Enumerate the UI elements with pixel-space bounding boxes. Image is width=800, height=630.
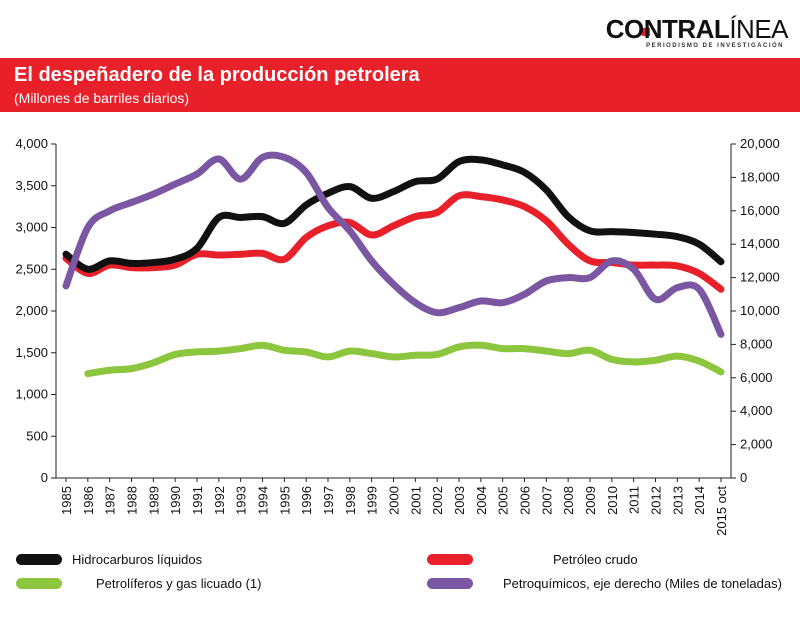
- right-tick-label: 8,000: [740, 336, 773, 351]
- x-tick-label: 2002: [430, 486, 445, 515]
- x-tick-label: 2012: [649, 486, 664, 515]
- legend-item-hidrocarburos: Hidrocarburos líquidos: [16, 552, 202, 567]
- x-tick-label: 2008: [561, 486, 576, 515]
- right-tick-label: 20,000: [740, 136, 780, 151]
- legend-swatch-crudo: [427, 554, 473, 565]
- x-tick-label: 2003: [452, 486, 467, 515]
- legend-label-petroliferos: Petrolíferos y gas licuado (1): [96, 576, 262, 591]
- chart-subtitle: (Millones de barriles diarios): [14, 90, 190, 106]
- legend-item-petroquimicos: Petroquímicos, eje derecho (Miles de ton…: [427, 576, 782, 591]
- right-tick-label: 16,000: [740, 203, 780, 218]
- x-tick-label: 2010: [605, 486, 620, 515]
- logo-bold-part: CONTRAL: [605, 14, 730, 44]
- legend-swatch-petroquimicos: [427, 578, 473, 589]
- left-tick-label: 3,000: [15, 220, 48, 235]
- title-banner: El despeñadero de la producción petroler…: [0, 58, 800, 112]
- x-tick-label: 2001: [408, 486, 423, 515]
- legend-swatch-petroliferos: [16, 578, 62, 589]
- series-line-3: [62, 151, 725, 338]
- x-tick-label: 1985: [59, 486, 74, 515]
- legend-label-petroquimicos: Petroquímicos, eje derecho (Miles de ton…: [503, 576, 782, 591]
- x-tick-label: 1992: [212, 486, 227, 515]
- left-tick-label: 1,000: [15, 387, 48, 402]
- legend-item-petroliferos: Petrolíferos y gas licuado (1): [16, 576, 261, 591]
- legend-label-hidrocarburos: Hidrocarburos líquidos: [72, 552, 203, 567]
- x-tick-label: 2014: [692, 486, 707, 515]
- right-tick-label: 10,000: [740, 303, 780, 318]
- x-tick-label: 2004: [474, 486, 489, 515]
- x-tick-label: 1998: [343, 486, 358, 515]
- x-tick-label: 2015 oct: [714, 486, 729, 536]
- logo-mark-icon: [642, 28, 650, 36]
- x-tick-label: 2000: [387, 486, 402, 515]
- x-tick-label: 2006: [518, 486, 533, 515]
- logo-wordmark: CONTRALÍNEA: [605, 14, 789, 45]
- left-tick-label: 500: [26, 428, 48, 443]
- x-tick-label: 1997: [321, 486, 336, 515]
- chart-title: El despeñadero de la producción petroler…: [14, 64, 420, 86]
- logo-tagline: PERIODISMO DE INVESTIGACIÓN: [646, 43, 784, 49]
- x-tick-label: 2013: [670, 486, 685, 515]
- series-line-0: [62, 155, 725, 273]
- x-tick-label: 2005: [496, 486, 511, 515]
- chart-legend: Hidrocarburos líquidos Petróleo crudo Pe…: [0, 540, 800, 630]
- legend-item-crudo: Petróleo crudo: [427, 552, 638, 567]
- legend-label-crudo: Petróleo crudo: [553, 552, 638, 567]
- x-tick-label: 1991: [190, 486, 205, 515]
- x-tick-label: 1988: [125, 486, 140, 515]
- left-tick-label: 3,500: [15, 178, 48, 193]
- right-tick-label: 2,000: [740, 437, 773, 452]
- right-tick-label: 4,000: [740, 403, 773, 418]
- left-tick-label: 2,000: [15, 303, 48, 318]
- x-tick-label: 2007: [539, 486, 554, 515]
- x-tick-label: 1994: [256, 486, 271, 515]
- x-tick-label: 1986: [81, 486, 96, 515]
- right-tick-label: 6,000: [740, 370, 773, 385]
- x-tick-label: 1993: [234, 486, 249, 515]
- brand-logo: CONTRALÍNEA PERIODISMO DE INVESTIGACIÓN: [606, 10, 790, 54]
- left-tick-label: 0: [41, 470, 48, 485]
- series-line-2: [84, 341, 725, 378]
- x-tick-label: 1999: [365, 486, 380, 515]
- series-line-1: [62, 191, 725, 293]
- x-tick-label: 1987: [103, 486, 118, 515]
- x-tick-label: 1990: [168, 486, 183, 515]
- x-tick-label: 2011: [627, 486, 642, 514]
- left-tick-label: 4,000: [15, 136, 48, 151]
- legend-swatch-hidrocarburos: [16, 554, 62, 565]
- right-tick-label: 0: [740, 470, 747, 485]
- x-tick-label: 1996: [299, 486, 314, 515]
- left-tick-label: 2,500: [15, 261, 48, 276]
- x-tick-label: 2009: [583, 486, 598, 515]
- right-tick-label: 14,000: [740, 236, 780, 251]
- logo-light-part: ÍNEA: [729, 14, 788, 44]
- x-tick-label: 1995: [277, 486, 292, 515]
- x-tick-label: 1989: [146, 486, 161, 515]
- right-tick-label: 18,000: [740, 169, 780, 184]
- line-chart: 0 500 1,000 1,500 2,000 2,500 3,000 3,500 4,000 0…: [15, 136, 780, 536]
- left-tick-label: 1,500: [15, 345, 48, 360]
- right-tick-label: 12,000: [740, 270, 780, 285]
